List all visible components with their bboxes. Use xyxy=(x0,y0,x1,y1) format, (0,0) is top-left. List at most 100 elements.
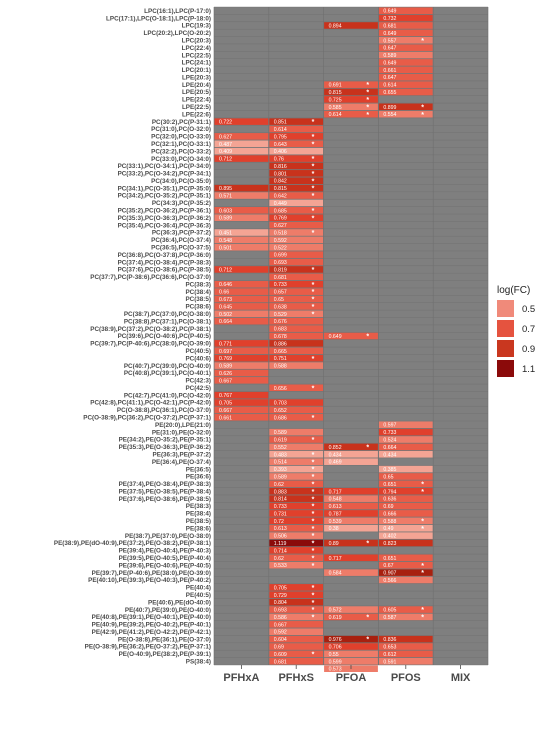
heatmap-cell xyxy=(324,110,378,118)
heatmap-cell xyxy=(269,436,324,443)
cell-value-label: 0.676 xyxy=(274,319,287,325)
significance-asterisk: * xyxy=(312,504,315,511)
row-label: PC(39:6),PC(O-40:6),PC(P-40:5) xyxy=(118,333,211,340)
cell-value-label: 0.681 xyxy=(274,659,287,665)
heatmap-cell xyxy=(269,384,324,392)
cell-value-label: 0.836 xyxy=(383,637,396,643)
heatmap-cell xyxy=(378,517,433,525)
heatmap-cell xyxy=(269,118,324,125)
heatmap-cell xyxy=(269,243,324,251)
cell-value-label: 0.699 xyxy=(274,253,287,259)
cell-value-label: 0.69 xyxy=(383,504,393,510)
row-label: PE(38:7),PE(37:0),PE(O-38:0) xyxy=(125,533,211,540)
significance-asterisk: * xyxy=(312,297,315,304)
significance-asterisk: * xyxy=(312,304,315,311)
row-label: PC(36:5),PC(O-37:5) xyxy=(151,244,211,251)
heatmap-cell xyxy=(378,487,433,495)
row-label: PE(38:5) xyxy=(186,518,211,525)
row-label: LPC(17:1),LPC(O-18:1),LPC(P-18:0) xyxy=(106,15,211,22)
row-label: PC(38:6) xyxy=(185,304,211,311)
row-label: PC(38:8),PC(37:1),PC(O-38:1) xyxy=(124,318,211,325)
cell-value-label: 0.627 xyxy=(274,223,287,229)
significance-asterisk: * xyxy=(421,489,424,496)
heatmap-cell xyxy=(378,428,433,436)
cell-value-label: 0.62 xyxy=(274,556,284,562)
cell-value-label: 0.733 xyxy=(274,504,287,510)
cell-value-label: 0.852 xyxy=(329,445,342,451)
row-label: LPC(20:3) xyxy=(182,37,211,44)
row-label: PC(38:4) xyxy=(185,289,211,296)
row-label: LPC(22:4) xyxy=(182,45,211,52)
cell-value-label: 0.572 xyxy=(329,608,342,614)
heatmap-cell xyxy=(324,613,378,621)
cell-value-label: 0.597 xyxy=(383,423,396,429)
cell-value-label: 0.769 xyxy=(219,356,232,362)
significance-asterisk: * xyxy=(312,563,315,570)
cell-value-label: 0.649 xyxy=(383,60,396,66)
cell-value-label: 0.548 xyxy=(329,497,342,503)
cell-value-label: 0.589 xyxy=(383,53,396,59)
heatmap-cell xyxy=(269,598,324,606)
heatmap-cell xyxy=(324,81,378,88)
heatmap-cell xyxy=(269,288,324,295)
heatmap-cell xyxy=(269,303,324,310)
cell-value-label: 0.767 xyxy=(219,393,232,399)
row-label: PC(42:8),PC(41:1),PC(O-42:1),PC(P-42:0) xyxy=(90,400,211,407)
row-label: PE(38:4) xyxy=(186,511,211,518)
cell-value-label: 0.656 xyxy=(274,386,287,392)
row-label: PE(38:3) xyxy=(186,503,211,510)
row-labels: LPC(16:1),LPC(P-17:0)LPC(17:1),LPC(O-18:… xyxy=(54,8,211,666)
significance-asterisk: * xyxy=(312,437,315,444)
row-label: LPE(20:4) xyxy=(182,82,211,89)
heatmap-cell xyxy=(269,184,324,192)
significance-asterisk: * xyxy=(366,97,369,104)
cell-value-label: 0.69 xyxy=(274,645,284,651)
row-label: PC(34:2),PC(O-35:2),PC(P-35:1) xyxy=(118,193,211,200)
cell-value-label: 0.661 xyxy=(383,68,396,74)
heatmap-cell xyxy=(269,170,324,177)
row-label: PE(39:5),PE(O-40:5),PE(P-40:4) xyxy=(119,555,211,562)
legend: log(FC) 0.5 0.7 0.9 1.1 xyxy=(497,285,535,377)
heatmap-cell xyxy=(269,650,324,658)
row-label: PE(O-38:8),PE(36:1),PE(O-37:0) xyxy=(118,636,211,643)
cell-value-label: 0.653 xyxy=(383,645,396,651)
heatmap-cell xyxy=(378,450,433,458)
significance-asterisk: * xyxy=(312,526,315,533)
significance-asterisk: * xyxy=(312,489,315,496)
row-label: PC(35:2),PC(O-36:2),PC(P-36:1) xyxy=(118,208,211,215)
heatmap-cell xyxy=(324,96,378,103)
heatmap-cell xyxy=(269,214,324,222)
row-label: PC(36:4),PC(O-37:4) xyxy=(151,237,211,244)
heatmap-cell xyxy=(324,539,378,547)
significance-asterisk: * xyxy=(312,415,315,422)
heatmap-cell xyxy=(324,524,378,532)
heatmap-cell xyxy=(324,650,378,658)
heatmap-cell xyxy=(214,310,269,318)
cell-value-label: 0.645 xyxy=(219,304,232,310)
cell-value-label: 0.729 xyxy=(274,593,287,599)
significance-asterisk: * xyxy=(421,112,424,119)
heatmap-cell xyxy=(214,391,269,399)
heatmap-cell xyxy=(378,421,433,429)
row-label: PE(20:0),LPE(21:0) xyxy=(155,422,211,429)
heatmap-cell xyxy=(269,310,324,318)
heatmap-cell xyxy=(214,280,269,288)
row-label: PC(33:0),PC(O-34:0) xyxy=(151,156,211,163)
cell-value-label: 0.588 xyxy=(274,364,287,370)
row-label: PC(37:6),PC(O-38:6),PC(P-38:5) xyxy=(118,267,211,274)
cell-value-label: 0.693 xyxy=(274,260,287,266)
heatmap-cell xyxy=(269,547,324,554)
cell-value-label: 0.894 xyxy=(329,23,342,29)
significance-asterisk: * xyxy=(312,607,315,614)
significance-asterisk: * xyxy=(421,38,424,45)
row-label: LPE(20:3) xyxy=(182,74,211,81)
row-label: PC(40:7),PC(39:0),PC(O-40:0) xyxy=(124,363,211,370)
row-label: LPC(24:1) xyxy=(182,60,211,67)
row-label: LPC(22:5) xyxy=(182,52,211,59)
row-label: LPC(16:1),LPC(P-17:0) xyxy=(144,8,211,15)
significance-asterisk: * xyxy=(366,112,369,119)
row-label: LPE(22:6) xyxy=(182,111,211,118)
heatmap-cell xyxy=(324,510,378,517)
cell-value-label: 0.67 xyxy=(383,563,393,569)
heatmap-cell xyxy=(214,133,269,140)
